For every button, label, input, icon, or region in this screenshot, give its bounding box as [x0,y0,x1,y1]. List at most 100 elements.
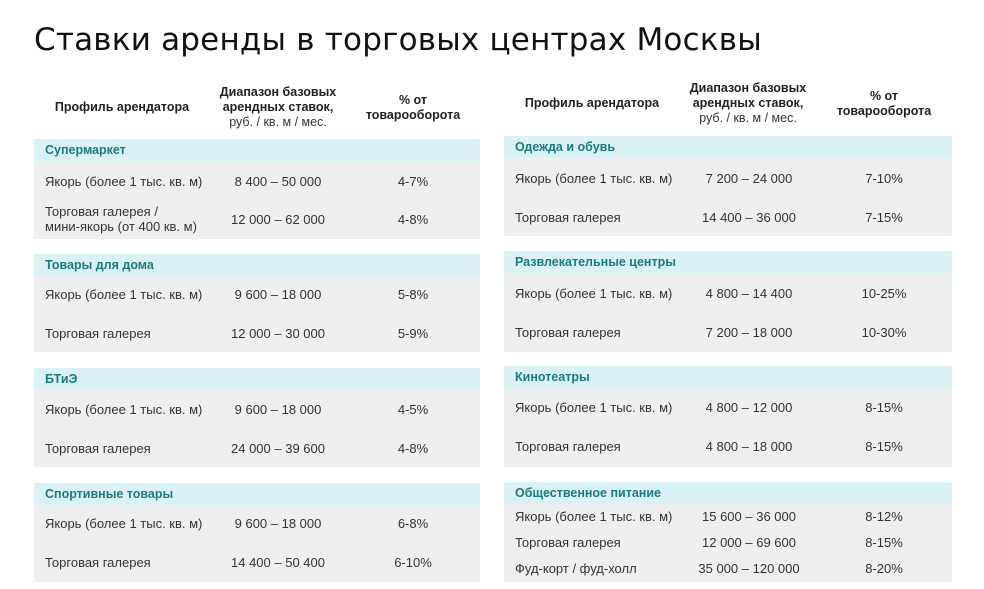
section-header: Товары для дома [34,254,480,276]
range-cell: 12 000 – 30 000 [231,325,325,341]
profile-cell: Торговая галерея / мини-якорь (от 400 кв… [45,204,197,234]
section-body: Якорь (более 1 тыс. кв. м) 4 800 – 14 40… [504,273,952,352]
column-header-profile: Профиль арендатора [54,100,190,114]
section-sports-goods: Спортивные товары Якорь (более 1 тыс. кв… [34,483,480,582]
pct-cell: 4-8% [397,211,429,227]
range-cell: 15 600 – 36 000 [702,508,796,524]
pct-cell: 8-15% [865,534,903,550]
pct-cell: 5-8% [397,286,429,302]
section-header: БТиЭ [34,368,480,390]
page-title: Ставки аренды в торговых центрах Москвы [34,22,762,58]
profile-cell: Торговая галерея [45,325,151,341]
profile-cell: Якорь (более 1 тыс. кв. м) [45,286,203,302]
pct-cell: 10-25% [861,285,907,301]
profile-cell: Торговая галерея [45,440,151,456]
table-row: Якорь (более 1 тыс. кв. м) 9 600 – 18 00… [34,285,480,303]
range-cell: 4 800 – 12 000 [705,399,793,415]
column-header-range: Диапазон базовых арендных ставок, руб. /… [200,85,356,130]
range-cell: 14 400 – 50 400 [231,554,325,570]
pct-cell: 5-9% [397,325,429,341]
pct-cell: 6-8% [397,515,429,531]
section-header: Одежда и обувь [504,136,952,158]
range-cell: 8 400 – 50 000 [234,173,322,189]
table-row: Якорь (более 1 тыс. кв. м) 15 600 – 36 0… [504,507,952,525]
table-row: Якорь (более 1 тыс. кв. м) 9 600 – 18 00… [34,514,480,532]
range-cell: 12 000 – 69 600 [702,534,796,550]
section-clothing-footwear: Одежда и обувь Якорь (более 1 тыс. кв. м… [504,136,952,236]
column-header-pct-line1: % от [398,93,428,107]
table-row: Якорь (более 1 тыс. кв. м) 4 800 – 12 00… [504,398,952,416]
column-header-range-unit: руб. / кв. м / мес. [699,111,797,125]
profile-line2: мини-якорь (от 400 кв. м) [45,219,197,234]
column-header-profile-right: Профиль арендатора [524,96,660,110]
range-cell: 9 600 – 18 000 [234,515,322,531]
section-supermarket: Супермаркет Якорь (более 1 тыс. кв. м) 8… [34,139,480,239]
table-row: Торговая галерея 24 000 – 39 600 4-8% [34,439,480,457]
column-header-pct-line2: товарооборота [836,104,932,118]
pct-cell: 10-30% [861,324,907,340]
profile-cell: Якорь (более 1 тыс. кв. м) [45,515,203,531]
profile-cell: Якорь (более 1 тыс. кв. м) [45,173,203,189]
range-cell: 9 600 – 18 000 [234,401,322,417]
profile-cell: Торговая галерея [515,438,621,454]
range-cell: 9 600 – 18 000 [234,286,322,302]
column-header-range-line1: Диапазон базовых [689,81,807,95]
table-row: Фуд-корт / фуд-холл 35 000 – 120 000 8-2… [504,559,952,577]
section-food-service: Общественное питание Якорь (более 1 тыс.… [504,482,952,582]
table-row: Якорь (более 1 тыс. кв. м) 7 200 – 24 00… [504,169,952,187]
profile-cell: Фуд-корт / фуд-холл [515,560,637,576]
column-header-pct: % от товарооборота [356,93,470,123]
range-cell: 35 000 – 120 000 [698,560,800,576]
table-row: Якорь (более 1 тыс. кв. м) 4 800 – 14 40… [504,284,952,302]
profile-cell: Якорь (более 1 тыс. кв. м) [515,399,673,415]
range-cell: 12 000 – 62 000 [231,211,325,227]
section-home-goods: Товары для дома Якорь (более 1 тыс. кв. … [34,254,480,352]
section-body: Якорь (более 1 тыс. кв. м) 9 600 – 18 00… [34,390,480,467]
profile-cell: Якорь (более 1 тыс. кв. м) [45,401,203,417]
section-header: Спортивные товары [34,483,480,505]
profile-line1: Торговая галерея / [45,204,158,219]
column-header-range-line1: Диапазон базовых [219,85,337,99]
range-cell: 24 000 – 39 600 [231,440,325,456]
range-cell: 4 800 – 14 400 [705,285,793,301]
profile-cell: Якорь (более 1 тыс. кв. м) [515,285,673,301]
section-header: Супермаркет [34,139,480,161]
section-header: Кинотеатры [504,366,952,388]
pct-cell: 8-12% [865,508,903,524]
table-row: Якорь (более 1 тыс. кв. м) 8 400 – 50 00… [34,172,480,190]
section-body: Якорь (более 1 тыс. кв. м) 9 600 – 18 00… [34,276,480,352]
column-header-range-line2: арендных ставок, [692,96,804,110]
table-row: Торговая галерея 7 200 – 18 000 10-30% [504,323,952,341]
section-cinemas: Кинотеатры Якорь (более 1 тыс. кв. м) 4 … [504,366,952,467]
profile-cell: Торговая галерея [45,554,151,570]
section-body: Якорь (более 1 тыс. кв. м) 4 800 – 12 00… [504,388,952,467]
pct-cell: 7-15% [865,209,903,225]
pct-cell: 4-7% [397,173,429,189]
section-body: Якорь (более 1 тыс. кв. м) 15 600 – 36 0… [504,504,952,582]
table-row: Торговая галерея 4 800 – 18 000 8-15% [504,437,952,455]
table-row: Торговая галерея 12 000 – 30 000 5-9% [34,324,480,342]
table-row: Торговая галерея / мини-якорь (от 400 кв… [34,204,480,234]
range-cell: 7 200 – 18 000 [705,324,793,340]
range-cell: 7 200 – 24 000 [705,170,793,186]
pct-cell: 7-10% [865,170,903,186]
profile-cell: Торговая галерея [515,534,621,550]
pct-cell: 8-15% [865,438,903,454]
table-row: Торговая галерея 14 400 – 36 000 7-15% [504,208,952,226]
section-entertainment-centers: Развлекательные центры Якорь (более 1 ты… [504,251,952,352]
section-body: Якорь (более 1 тыс. кв. м) 7 200 – 24 00… [504,158,952,236]
profile-cell: Торговая галерея [515,324,621,340]
column-header-pct-line2: товарооборота [365,108,461,122]
section-header: Общественное питание [504,482,952,504]
section-body: Якорь (более 1 тыс. кв. м) 8 400 – 50 00… [34,161,480,239]
table-row: Торговая галерея 12 000 – 69 600 8-15% [504,533,952,551]
pct-cell: 8-15% [865,399,903,415]
column-header-range-unit: руб. / кв. м / мес. [229,115,327,129]
pct-cell: 4-8% [397,440,429,456]
range-cell: 14 400 – 36 000 [702,209,796,225]
range-cell: 4 800 – 18 000 [705,438,793,454]
section-body: Якорь (более 1 тыс. кв. м) 9 600 – 18 00… [34,505,480,582]
table-row: Якорь (более 1 тыс. кв. м) 9 600 – 18 00… [34,400,480,418]
section-electronics: БТиЭ Якорь (более 1 тыс. кв. м) 9 600 – … [34,368,480,467]
table-row: Торговая галерея 14 400 – 50 400 6-10% [34,553,480,571]
